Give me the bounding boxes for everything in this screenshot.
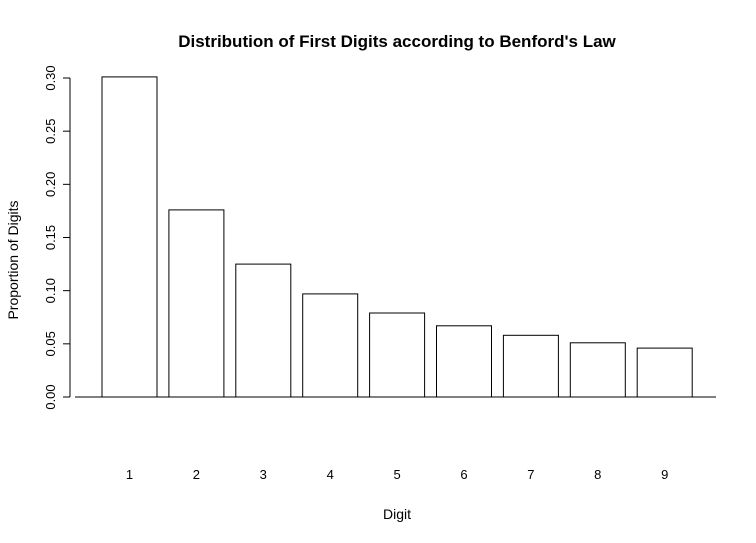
y-tick-label: 0.15 bbox=[43, 225, 58, 250]
bar-digit-8 bbox=[569, 342, 626, 398]
x-tick-label: 7 bbox=[527, 467, 534, 482]
y-tick-label: 0.20 bbox=[43, 172, 58, 197]
y-axis: 0.00 0.05 0.10 0.15 0.20 0.25 0.30 bbox=[43, 65, 71, 410]
bar-digit-1 bbox=[101, 76, 158, 398]
bar-digit-2 bbox=[168, 209, 225, 398]
x-tick-label: 9 bbox=[661, 467, 668, 482]
chart-title: Distribution of First Digits according t… bbox=[178, 32, 616, 51]
bar-digit-5 bbox=[369, 312, 426, 398]
y-tick-label: 0.25 bbox=[43, 119, 58, 144]
x-tick-label: 3 bbox=[260, 467, 267, 482]
x-tick-labels: 1 2 3 4 5 6 7 8 9 bbox=[126, 467, 668, 482]
bars-group bbox=[101, 76, 693, 398]
bar-digit-3 bbox=[235, 263, 292, 398]
y-tick-label: 0.05 bbox=[43, 331, 58, 356]
y-tick-label: 0.00 bbox=[43, 384, 58, 409]
x-tick-label: 1 bbox=[126, 467, 133, 482]
bar-digit-6 bbox=[436, 325, 492, 398]
y-axis-label: Proportion of Digits bbox=[5, 200, 21, 319]
x-tick-label: 2 bbox=[193, 467, 200, 482]
x-axis-label: Digit bbox=[383, 506, 411, 522]
x-tick-label: 5 bbox=[393, 467, 400, 482]
y-tick-label: 0.10 bbox=[43, 278, 58, 303]
y-tick-label: 0.30 bbox=[43, 65, 58, 90]
x-tick-label: 8 bbox=[594, 467, 601, 482]
bar-digit-7 bbox=[502, 334, 559, 398]
bar-digit-4 bbox=[302, 293, 359, 398]
bar-digit-9 bbox=[636, 347, 693, 398]
x-tick-label: 6 bbox=[460, 467, 467, 482]
x-tick-label: 4 bbox=[327, 467, 334, 482]
